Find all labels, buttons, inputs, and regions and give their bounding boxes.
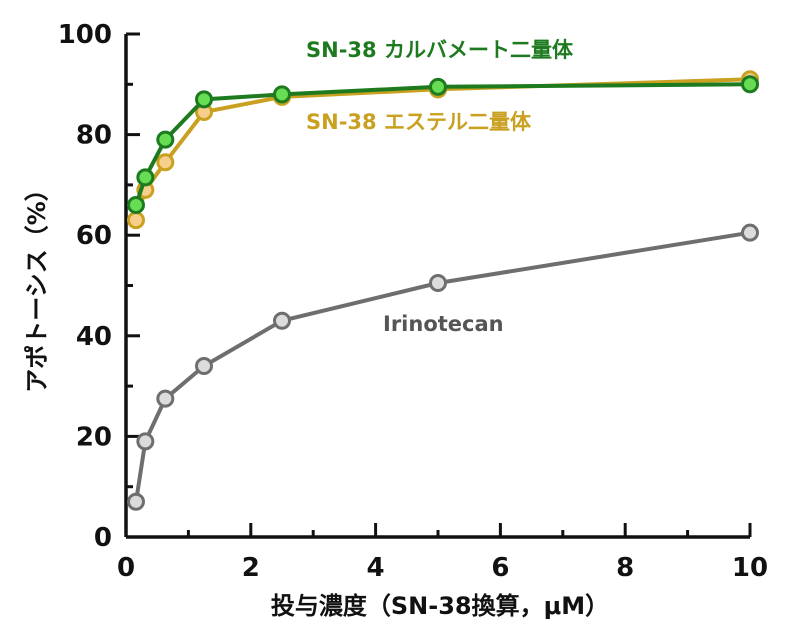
- data-point: [273, 85, 291, 104]
- y-tick-label: 80: [76, 121, 112, 151]
- data-point: [136, 168, 155, 187]
- data-point: [429, 273, 447, 292]
- data-point: [741, 223, 759, 242]
- data-point: [195, 90, 213, 109]
- y-axis-title: アポトーシス（%）: [23, 177, 51, 393]
- data-point: [156, 153, 175, 172]
- y-tick-label: 20: [76, 422, 112, 452]
- series-2: [126, 75, 759, 215]
- series-layer: [126, 70, 759, 511]
- data-point: [156, 130, 175, 149]
- data-point: [429, 77, 447, 96]
- y-tick-label: 40: [76, 322, 112, 352]
- series-1: [126, 70, 759, 230]
- series-line: [134, 230, 751, 503]
- x-tick-label: 8: [616, 553, 634, 583]
- series-line: [134, 82, 751, 206]
- data-point: [741, 75, 759, 94]
- y-tick-label: 60: [76, 221, 112, 251]
- data-point: [273, 311, 291, 330]
- data-point: [126, 211, 145, 230]
- x-tick-label: 4: [367, 553, 385, 583]
- series-label-irinotecan: Irinotecan: [383, 312, 504, 336]
- x-tick-label: 10: [732, 553, 768, 583]
- data-point: [126, 492, 145, 511]
- series-line: [134, 77, 751, 221]
- data-point: [136, 432, 155, 451]
- tick-marks: [124, 32, 752, 539]
- x-axis-title: 投与濃度（SN-38換算，μM）: [271, 592, 609, 620]
- series-label-carbamate: SN-38 カルバメート二量体: [306, 38, 574, 62]
- data-point: [126, 196, 145, 215]
- data-point: [156, 389, 175, 408]
- x-tick-label: 2: [242, 553, 260, 583]
- y-tick-label: 0: [94, 523, 112, 553]
- y-tick-label: 100: [58, 20, 112, 50]
- x-tick-label: 0: [117, 553, 135, 583]
- series-0: [126, 223, 759, 511]
- x-tick-label: 6: [491, 553, 509, 583]
- data-point: [195, 356, 213, 375]
- series-labels: SN-38 カルバメート二量体 SN-38 エステル二量体 Irinotecan: [306, 38, 574, 336]
- series-label-ester: SN-38 エステル二量体: [306, 110, 532, 134]
